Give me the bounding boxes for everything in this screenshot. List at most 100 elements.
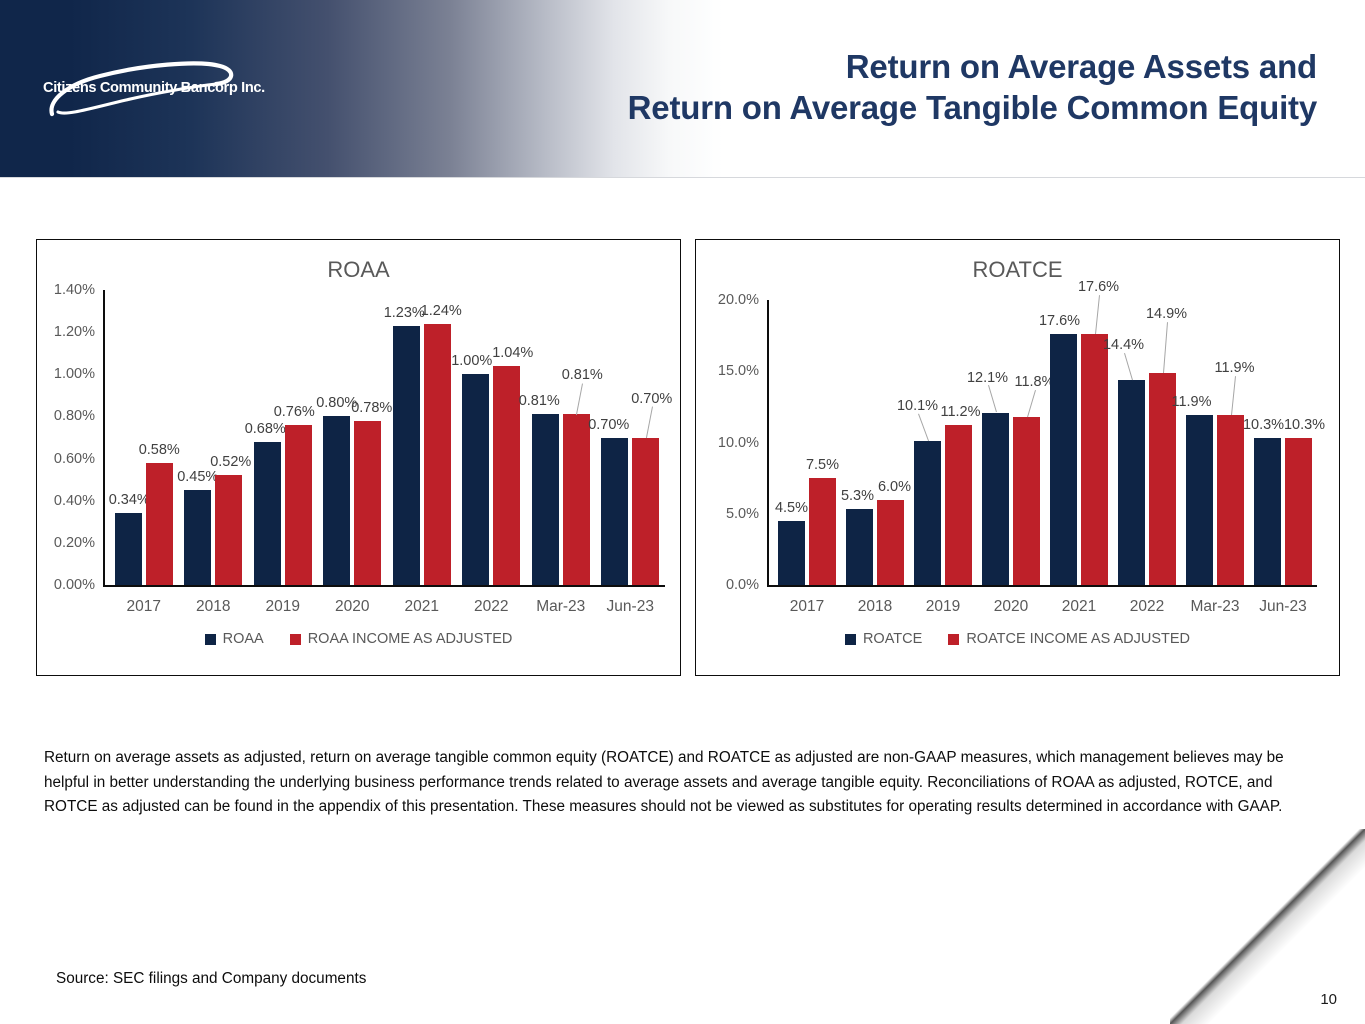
bar-roaa-income-as-adjusted-Mar-23[interactable] <box>562 414 590 585</box>
bar-roatce-income-as-adjusted-2019[interactable] <box>945 425 972 585</box>
bar-roatce-income-as-adjusted-2018[interactable] <box>877 499 904 585</box>
data-label: 14.4% <box>1102 336 1145 353</box>
swoosh-infinity-icon <box>49 61 234 117</box>
x-axis-tick-label: 2020 <box>993 598 1029 615</box>
legend-label: ROAA <box>222 631 264 647</box>
bar-roaa-2021[interactable] <box>392 325 420 585</box>
x-axis-tick-label: 2022 <box>474 598 509 615</box>
data-label: 0.78% <box>351 399 393 416</box>
y-axis-tick-label: 0.80% <box>53 408 95 425</box>
bar-roaa-2020[interactable] <box>323 416 351 585</box>
data-label: 12.1% <box>966 369 1009 386</box>
data-label: 0.81% <box>561 367 603 384</box>
legend-item-roaa-adjusted[interactable]: ROAA INCOME AS ADJUSTED <box>289 631 513 647</box>
bar-roatce-Jun-23[interactable] <box>1254 438 1281 585</box>
y-axis-line <box>103 290 105 587</box>
bar-roatce-income-as-adjusted-Mar-23[interactable] <box>1217 415 1244 585</box>
bar-roaa-income-as-adjusted-2021[interactable] <box>423 323 451 585</box>
y-axis-tick-label: 0.20% <box>53 534 95 551</box>
bar-roatce-2019[interactable] <box>914 441 941 585</box>
x-axis-tick-label: 2018 <box>857 598 893 615</box>
data-label: 1.00% <box>451 353 493 370</box>
company-logo: Citizens Community Bancorp Inc. <box>30 52 286 124</box>
bar-roatce-income-as-adjusted-2020[interactable] <box>1013 416 1040 585</box>
x-axis-tick-label: 2022 <box>1129 598 1165 615</box>
bar-roaa-2017[interactable] <box>114 513 142 585</box>
bar-roaa-income-as-adjusted-2017[interactable] <box>145 462 173 585</box>
bar-roatce-income-as-adjusted-Jun-23[interactable] <box>1285 438 1312 585</box>
bar-roatce-2021[interactable] <box>1050 334 1077 585</box>
bar-roaa-Mar-23[interactable] <box>531 414 559 585</box>
x-axis-tick-label: 2019 <box>265 598 300 615</box>
bar-roatce-income-as-adjusted-2022[interactable] <box>1149 372 1176 585</box>
y-axis-tick-label: 0.40% <box>53 492 95 509</box>
data-label: 0.58% <box>138 441 180 458</box>
plot-area-roaa: 1.40% 1.20% 1.00% 0.80% 0.60% 0.40% 0.20% 0.00%… <box>54 282 672 615</box>
x-axis-tick-label: 2018 <box>196 598 231 615</box>
y-axis-tick-label: 0.60% <box>53 450 95 467</box>
bar-roaa-income-as-adjusted-Jun-23[interactable] <box>632 437 660 585</box>
legend-roatce: ROATCE ROATCE INCOME AS ADJUSTED <box>696 631 1339 647</box>
legend-swatch-navy-icon <box>844 633 856 645</box>
x-axis-tick-label: 2017 <box>126 598 161 615</box>
page-title: Return on Average Assets and Return on A… <box>628 46 1318 128</box>
x-axis-tick-label: 2019 <box>925 598 961 615</box>
legend-item-roatce-adjusted[interactable]: ROATCE INCOME AS ADJUSTED <box>948 631 1190 647</box>
bar-roaa-2018[interactable] <box>184 490 212 585</box>
x-axis-tick-label: 2021 <box>404 598 439 615</box>
bar-roaa-income-as-adjusted-2020[interactable] <box>354 420 382 585</box>
bar-roatce-2020[interactable] <box>982 412 1009 585</box>
bar-roatce-Mar-23[interactable] <box>1186 415 1213 585</box>
bar-roatce-income-as-adjusted-2017[interactable] <box>809 478 836 585</box>
y-axis-tick-label: 15.0% <box>717 363 759 380</box>
label-leader-line <box>1230 376 1236 416</box>
data-label: 10.1% <box>896 398 939 415</box>
data-label: 0.34% <box>108 492 150 509</box>
page-number: 10 <box>1320 991 1337 1008</box>
y-axis-tick-label: 5.0% <box>725 505 759 522</box>
data-label: 6.0% <box>877 478 912 495</box>
data-label: 4.5% <box>774 499 809 516</box>
bar-roaa-2019[interactable] <box>253 441 281 585</box>
data-label: 0.76% <box>273 403 315 420</box>
data-label: 1.24% <box>420 302 462 319</box>
label-leader-line <box>917 413 929 442</box>
legend-item-roaa[interactable]: ROAA <box>204 631 264 647</box>
y-axis-line <box>767 300 769 587</box>
y-axis-tick-label: 1.40% <box>53 282 95 298</box>
label-leader-line <box>645 406 653 438</box>
legend-label: ROAA INCOME AS ADJUSTED <box>307 631 513 647</box>
data-label: 11.8% <box>1014 373 1055 390</box>
bar-roatce-2022[interactable] <box>1118 379 1145 585</box>
bar-roatce-2017[interactable] <box>778 520 805 585</box>
footnote-text: Return on average assets as adjusted, re… <box>44 749 1284 815</box>
legend-item-roatce[interactable]: ROATCE <box>844 631 922 647</box>
chart-panel-roatce: ROATCE 20.0% 15.0% 10.0% 5.0% 0.0% 2017 4.5% 7.… <box>695 239 1340 676</box>
data-label: 10.3% <box>1283 417 1326 434</box>
bar-roaa-income-as-adjusted-2019[interactable] <box>284 424 312 585</box>
chart-panel-roaa: ROAA 1.40% 1.20% 1.00% 0.80% 0.60% 0.40% 0.20%… <box>36 239 681 676</box>
x-axis-tick-label: Jun-23 <box>1259 598 1307 615</box>
bar-roatce-income-as-adjusted-2021[interactable] <box>1081 334 1108 585</box>
data-label: 0.70% <box>588 416 630 433</box>
data-label: 0.80% <box>316 395 358 412</box>
bar-roaa-2022[interactable] <box>462 374 490 585</box>
page-title-line1: Return on Average Assets and <box>845 48 1317 85</box>
bar-roaa-income-as-adjusted-2022[interactable] <box>493 365 521 585</box>
data-label: 0.52% <box>210 454 252 471</box>
data-label: 0.70% <box>631 390 673 407</box>
source-text: Source: SEC filings and Company document… <box>56 970 367 987</box>
chart-title-roaa: ROAA <box>327 257 390 282</box>
x-axis-tick-label: Mar-23 <box>536 598 586 615</box>
bar-roatce-2018[interactable] <box>846 509 873 585</box>
legend-swatch-red-icon <box>289 633 301 645</box>
bar-roaa-Jun-23[interactable] <box>601 437 629 585</box>
label-leader-line <box>1162 321 1168 373</box>
label-leader-line <box>987 385 997 413</box>
data-label: 17.6% <box>1038 313 1081 330</box>
label-leader-line <box>1026 389 1036 417</box>
data-label: 17.6% <box>1077 279 1120 296</box>
bar-roaa-income-as-adjusted-2018[interactable] <box>215 475 243 585</box>
data-label: 0.68% <box>244 420 286 437</box>
